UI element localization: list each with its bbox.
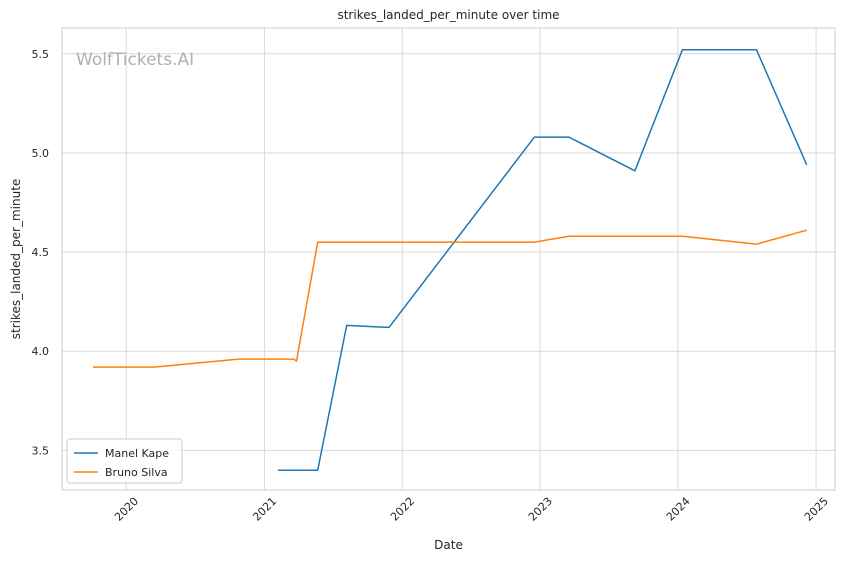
gridlines — [62, 28, 835, 490]
y-tick-label: 3.5 — [32, 444, 50, 457]
series-line-manel-kape — [278, 49, 808, 471]
y-tick-label: 5.0 — [32, 147, 50, 160]
plot-frame — [61, 27, 836, 491]
series-line-bruno-silva — [93, 229, 807, 368]
legend-label-bruno-silva: Bruno Silva — [105, 466, 168, 479]
watermark-text: WolfTickets.AI — [76, 50, 194, 70]
y-tick-label: 4.0 — [32, 345, 50, 358]
legend-label-manel-kape: Manel Kape — [105, 447, 169, 460]
y-axis-title: strikes_landed_per_minute — [9, 179, 23, 340]
y-tick-label: 4.5 — [32, 246, 50, 259]
series-lines — [93, 49, 808, 471]
y-tick-label: 5.5 — [32, 48, 50, 61]
chart-title: strikes_landed_per_minute over time — [337, 8, 559, 22]
x-axis-title: Date — [434, 538, 463, 552]
legend: Manel Kape Bruno Silva — [66, 438, 183, 484]
